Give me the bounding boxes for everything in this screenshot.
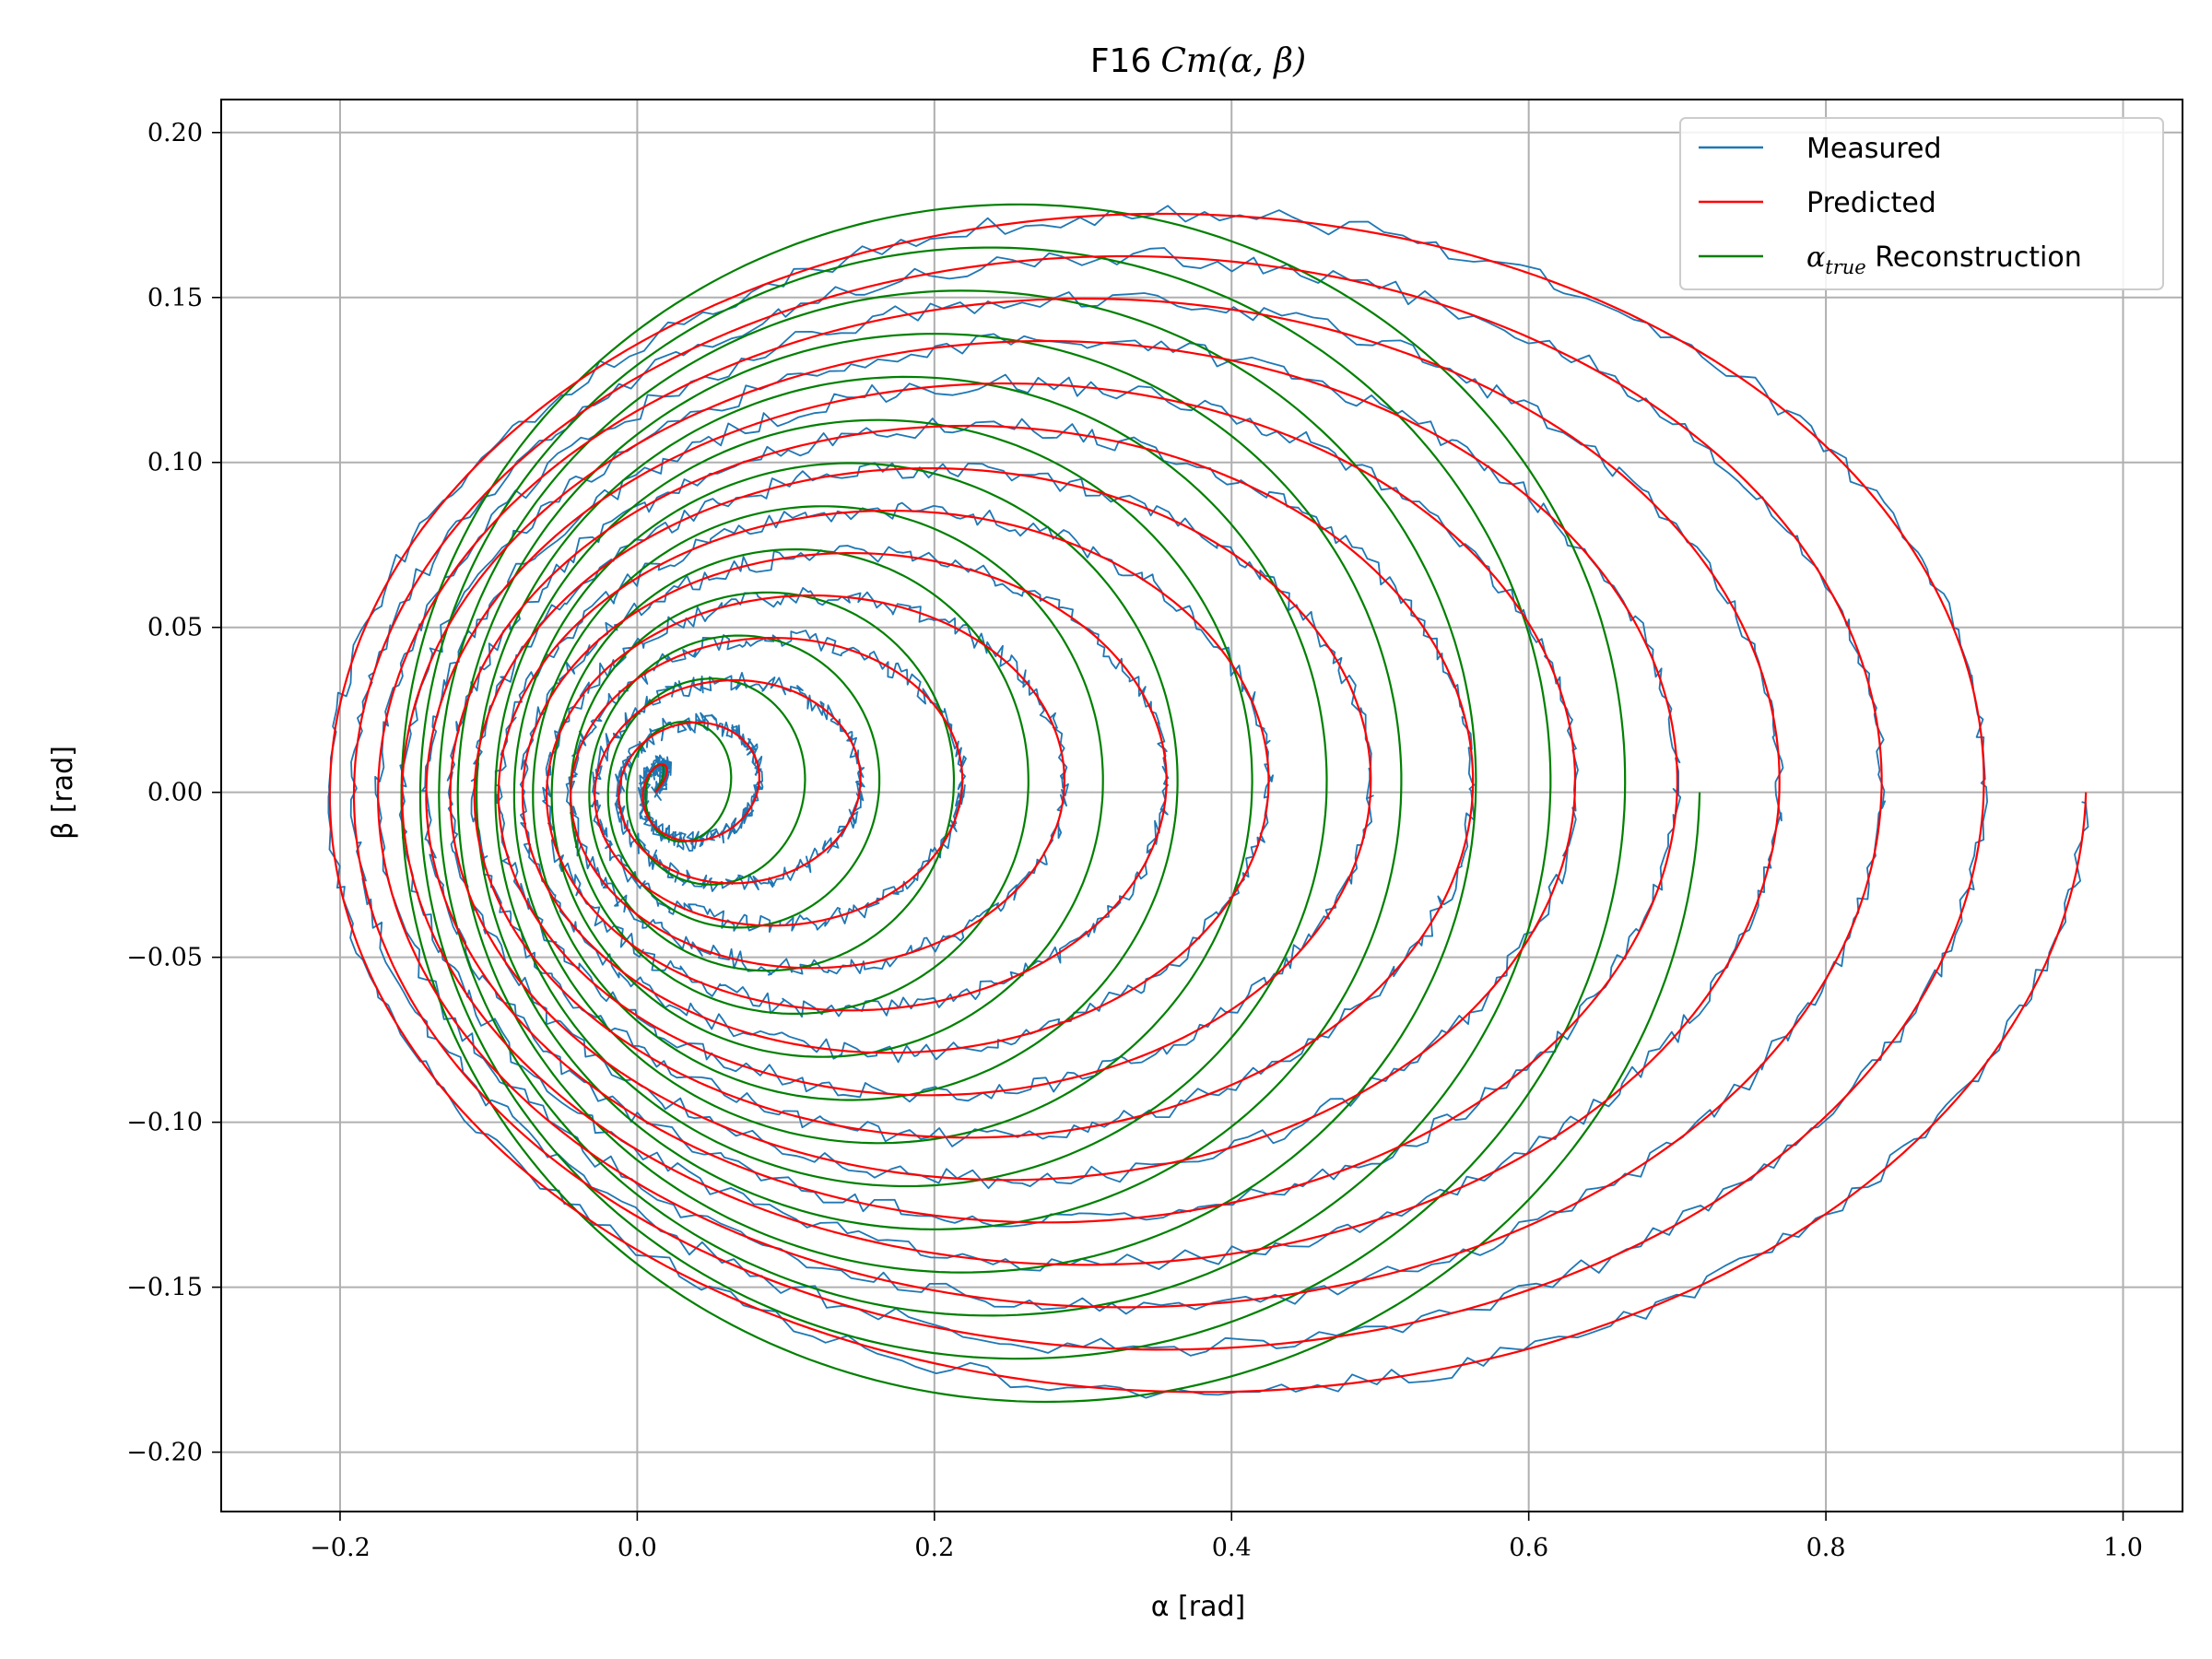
legend-label-measured: Measured [1806,133,1942,165]
legend-frame [1679,117,2164,290]
y-ticks: −0.20 −0.15 −0.10 −0.05 0.00 0.05 0.10 0.15 0.20 [126,119,221,1467]
legend-label-reconstruction: αtrue Reconstruction [1806,241,2082,278]
x-tick-label: 1.0 [2103,1534,2143,1562]
legend-math-sub: true [1825,256,1865,278]
series-line-measured [327,205,2089,1399]
grid-lines [221,100,2183,1512]
series-line--true-reconstruction [400,203,1701,1404]
x-axis-label: α [rad] [1151,1591,1245,1623]
x-tick-label: 0.8 [1806,1534,1846,1562]
x-tick-label: 0.2 [914,1534,954,1562]
y-tick-label: 0.00 [147,779,203,807]
axes-frame [220,99,2183,1512]
y-tick-label: 0.20 [147,119,203,147]
y-tick-label: −0.10 [126,1109,203,1137]
x-tick-label: 0.4 [1212,1534,1252,1562]
y-axis-label: β [rad] [47,746,79,840]
x-ticks: −0.2 0.0 0.2 0.4 0.6 0.8 1.0 [310,1512,2143,1562]
legend-math-alpha: α [1806,241,1825,274]
series-line-predicted [328,212,2088,1394]
chart-title: F16 Cm(α, β) [1090,42,1306,80]
x-tick-label: 0.0 [618,1534,657,1562]
title-math: Cm(α, β) [1160,42,1306,80]
y-tick-label: −0.05 [126,944,203,972]
y-tick-label: −0.20 [126,1439,203,1467]
y-tick-label: −0.15 [126,1274,203,1302]
legend: Measured Predicted αtrue Reconstruction [1679,117,2164,290]
y-tick-label: 0.10 [147,449,203,477]
legend-label-predicted: Predicted [1806,187,1936,219]
x-tick-label: −0.2 [310,1534,371,1562]
y-tick-label: 0.05 [147,614,203,642]
series-layer [327,203,2089,1404]
title-prefix: F16 [1090,42,1152,80]
y-tick-label: 0.15 [147,284,203,312]
x-tick-label: 0.6 [1509,1534,1548,1562]
legend-label-rest: Reconstruction [1866,241,2082,274]
